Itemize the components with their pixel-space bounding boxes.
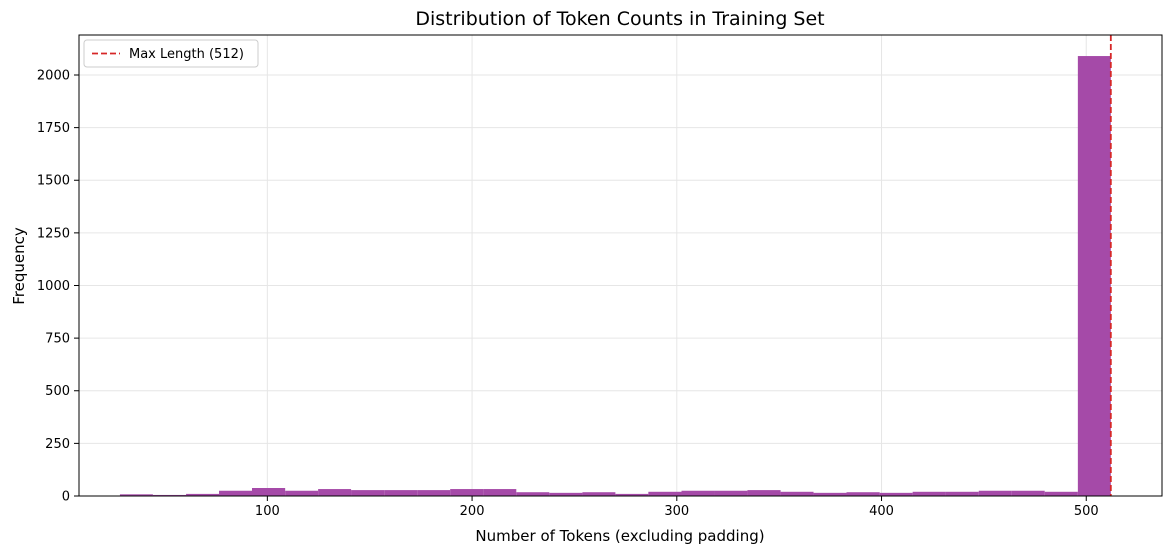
- legend-label: Max Length (512): [129, 47, 244, 62]
- histogram-bar: [813, 492, 847, 496]
- histogram-bar: [318, 489, 352, 496]
- y-axis-label: Frequency: [10, 227, 28, 305]
- histogram-bar: [681, 490, 715, 496]
- y-tick-label: 1000: [37, 279, 70, 294]
- y-tick-label: 750: [45, 332, 70, 347]
- histogram-bar: [912, 491, 946, 496]
- histogram-bar: [648, 491, 682, 496]
- legend: Max Length (512): [83, 39, 259, 68]
- histogram-bar: [219, 490, 252, 496]
- histogram-bar: [1044, 491, 1078, 496]
- x-tick-label: 100: [255, 504, 280, 519]
- x-tick-label: 300: [664, 504, 689, 519]
- histogram-bar: [1011, 490, 1045, 496]
- histogram-bar: [417, 490, 451, 496]
- x-tick-label: 200: [460, 504, 485, 519]
- histogram-bar: [945, 491, 979, 496]
- histogram-bar: [450, 489, 484, 496]
- histogram-bar: [516, 492, 550, 496]
- x-tick-label: 500: [1074, 504, 1099, 519]
- y-tick-label: 0: [62, 490, 70, 505]
- histogram-bar: [483, 489, 517, 496]
- y-tick-label: 1250: [37, 226, 70, 241]
- histogram-bar: [384, 490, 418, 496]
- histogram-bar: [119, 494, 153, 496]
- histogram-bar: [251, 488, 286, 496]
- histogram-bar: [714, 490, 748, 496]
- y-tick-label: 500: [45, 384, 70, 399]
- histogram-bar: [978, 490, 1012, 496]
- histogram-bar: [879, 492, 913, 496]
- histogram-bar: [152, 494, 187, 496]
- y-tick-label: 2000: [37, 68, 70, 83]
- histogram-bar: [1077, 56, 1111, 496]
- axis-ticks: 100 200 300 400 500 0 250 500 750 1000 1250 1500 175…: [37, 68, 1099, 519]
- histogram-bar: [582, 492, 616, 496]
- chart-title: Distribution of Token Counts in Training…: [415, 8, 824, 30]
- histogram-bar: [351, 490, 385, 496]
- histogram-bar: [846, 492, 880, 496]
- y-tick-label: 1750: [37, 121, 70, 136]
- histogram-bar: [549, 492, 583, 496]
- legend-box: [83, 39, 259, 68]
- histogram-bar: [285, 490, 319, 496]
- axes-frame: [78, 34, 1163, 497]
- histogram-bar: [186, 493, 220, 496]
- histogram-bar: [615, 493, 649, 496]
- histogram-bar: [747, 490, 781, 496]
- y-tick-label: 250: [45, 437, 70, 452]
- y-tick-label: 1500: [37, 174, 70, 189]
- x-tick-label: 400: [869, 504, 894, 519]
- x-axis-label: Number of Tokens (excluding padding): [475, 527, 764, 545]
- histogram-bar: [780, 491, 814, 496]
- histogram-bars: [119, 56, 1111, 496]
